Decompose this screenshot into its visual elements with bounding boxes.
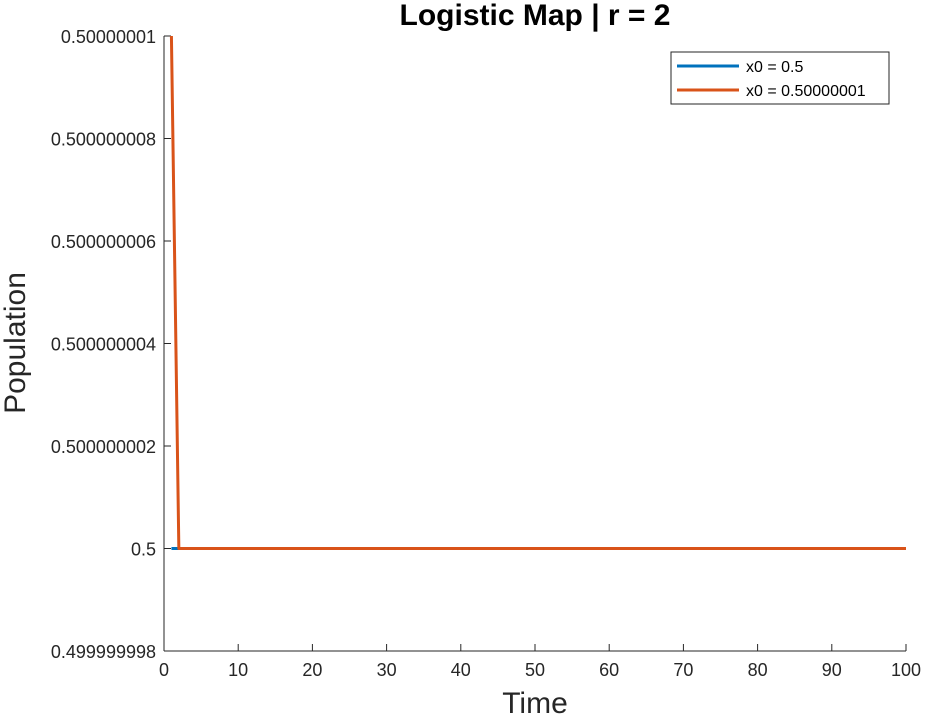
legend-box (670, 51, 890, 105)
x-tick-label: 80 (748, 660, 768, 680)
legend-label-1: x0 = 0.5 (746, 59, 803, 76)
y-tick-label: 0.500000004 (51, 335, 156, 355)
x-tick-label: 70 (673, 660, 693, 680)
legend: x0 = 0.5 x0 = 0.50000001 (670, 51, 890, 105)
series-line-2 (169, 35, 906, 550)
x-tick-label: 90 (822, 660, 842, 680)
axes: 0 10 20 30 40 50 60 70 80 90 100 0.499999998 0.5 0.50… (51, 27, 921, 680)
y-axis-title: Population (0, 272, 32, 414)
x-tick-label: 50 (525, 660, 545, 680)
x-tick-label: 10 (228, 660, 248, 680)
y-tick-label: 0.5 (131, 540, 156, 560)
series-layer (169, 35, 906, 550)
x-tick-label: 100 (891, 660, 921, 680)
y-tick-label: 0.500000008 (51, 130, 156, 150)
x-tick-label: 60 (599, 660, 619, 680)
y-tick-label: 0.500000006 (51, 232, 156, 252)
y-tick-label: 0.50000001 (61, 27, 156, 47)
x-tick-label: 0 (159, 660, 169, 680)
y-tick-label: 0.500000002 (51, 437, 156, 457)
y-tick-label: 0.499999998 (51, 642, 156, 662)
legend-label-2: x0 = 0.50000001 (746, 83, 866, 100)
x-tick-label: 20 (302, 660, 322, 680)
x-tick-label: 40 (451, 660, 471, 680)
chart-title: Logistic Map | r = 2 (400, 0, 671, 32)
x-tick-label: 30 (377, 660, 397, 680)
x-axis-title: Time (502, 687, 568, 716)
